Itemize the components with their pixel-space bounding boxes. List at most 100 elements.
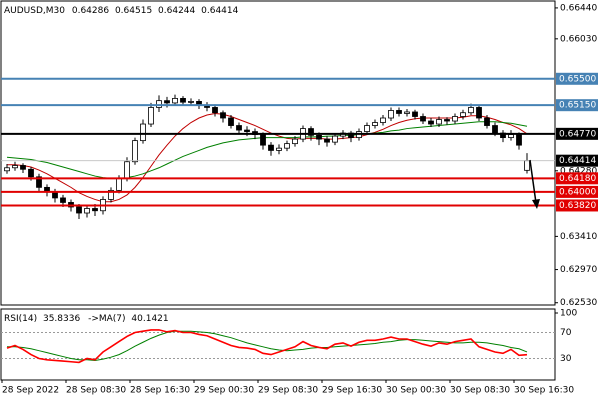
rsi-ma-value: 40.1421: [131, 314, 168, 324]
high-value: 0.64515: [115, 6, 152, 16]
candle-body: [156, 100, 162, 108]
candle-body: [524, 160, 530, 171]
candle-body: [220, 112, 226, 119]
level-label: 0.64770: [559, 129, 596, 139]
candle-body: [20, 165, 26, 170]
chart-header: AUDUSD,M30 0.64286 0.64515 0.64244 0.644…: [4, 6, 239, 16]
candle-body: [172, 97, 178, 104]
candle-body: [460, 112, 466, 117]
level-label-box: [556, 185, 598, 198]
candle-body: [388, 110, 394, 119]
rsi-ma-name: ->MA(7): [88, 314, 125, 324]
level-label: 0.65150: [559, 101, 596, 111]
candle-body: [116, 177, 122, 191]
candle-body: [36, 176, 42, 188]
y-tick-label: 0.62530: [560, 298, 597, 308]
rsi-value: 35.8336: [43, 314, 80, 324]
x-tick-label: 30 Sep 00:30: [386, 386, 446, 396]
current-price-label: 0.64414: [559, 156, 596, 166]
candle-body: [372, 122, 378, 126]
arrow-shaft: [529, 159, 537, 204]
x-tick-label: 29 Sep 00:30: [194, 386, 254, 396]
candle-body: [260, 134, 266, 146]
candle-body: [444, 119, 450, 122]
rsi-tick-label: 30: [560, 354, 572, 364]
candle-body: [180, 97, 186, 103]
candle-body: [412, 111, 418, 117]
candle-body: [148, 107, 154, 125]
level-label-box: [556, 199, 598, 212]
candle-body: [292, 138, 298, 145]
level-label-box: [556, 99, 598, 112]
candle-body: [516, 134, 522, 146]
candle-body: [324, 138, 330, 143]
rsi-tick-label: 70: [560, 328, 572, 338]
candle-body: [76, 206, 82, 214]
candle-body: [60, 197, 66, 203]
symbol: AUDUSD,M30: [4, 6, 65, 16]
level-label: 0.65500: [559, 74, 596, 84]
candle-body: [268, 144, 274, 151]
candle-body: [284, 143, 290, 149]
y-tick-label: 0.64280: [560, 166, 597, 176]
open-value: 0.64286: [72, 6, 109, 16]
candle-body: [420, 116, 426, 122]
x-tick-label: 30 Sep 08:30: [450, 386, 510, 396]
y-tick-label: 0.66440: [560, 3, 597, 13]
plot-layer: 0.66440 0.66030 0.64280 0.63410 0.62970 0.625…: [1, 3, 598, 396]
moving-average: [6, 121, 528, 179]
arrow-head: [532, 199, 540, 209]
candle-body: [228, 117, 234, 126]
main-frame: [0, 0, 556, 306]
close-value: 0.64414: [201, 6, 238, 16]
candle-body: [404, 111, 410, 114]
current-price-box: [556, 154, 598, 167]
candle-body: [124, 161, 130, 179]
candle-body: [276, 147, 282, 151]
level-label: 0.63820: [559, 201, 596, 211]
rsi-line: [6, 329, 528, 364]
candle-body: [508, 134, 514, 139]
y-tick-label: 0.63410: [560, 232, 597, 242]
candle-body: [4, 167, 10, 172]
rsi-header: RSI(14) 35.8336 ->MA(7) 40.1421: [4, 314, 169, 324]
rsi-tick-label: 100: [560, 309, 577, 319]
candle-body: [332, 135, 338, 143]
rsi-frame: [0, 308, 556, 381]
candle-body: [364, 125, 370, 132]
candle-body: [492, 125, 498, 134]
x-tick-label: 28 Sep 2022: [2, 386, 59, 396]
candle-body: [436, 119, 442, 125]
y-tick-label: 0.62970: [560, 265, 597, 275]
candle-body: [188, 101, 194, 103]
x-tick-label: 28 Sep 16:30: [130, 386, 190, 396]
level-label-box: [556, 127, 598, 140]
x-tick-label: 29 Sep 16:30: [322, 386, 382, 396]
candle-body: [452, 116, 458, 122]
candle-body: [244, 129, 250, 132]
candle-body: [468, 107, 474, 114]
candle-body: [28, 168, 34, 178]
candle-body: [84, 208, 90, 214]
x-tick-label: 29 Sep 08:30: [258, 386, 318, 396]
candle-body: [140, 123, 146, 142]
candle-body: [132, 140, 138, 163]
candle-body: [92, 208, 98, 212]
candle-body: [428, 120, 434, 125]
candle-body: [308, 128, 314, 136]
rsi-name: RSI(14): [4, 314, 37, 324]
y-tick-label: 0.66030: [560, 34, 597, 44]
candle-body: [12, 165, 18, 169]
moving-average: [7, 112, 528, 203]
candle-body: [484, 117, 490, 126]
candle-body: [108, 189, 114, 200]
candle-body: [212, 107, 218, 114]
candle-body: [476, 107, 482, 119]
candle-body: [396, 110, 402, 114]
x-tick-label: 30 Sep 16:30: [514, 386, 574, 396]
candle-body: [236, 125, 242, 131]
level-label-box: [556, 172, 598, 185]
candle-body: [380, 117, 386, 123]
level-label: 0.64180: [559, 174, 596, 184]
